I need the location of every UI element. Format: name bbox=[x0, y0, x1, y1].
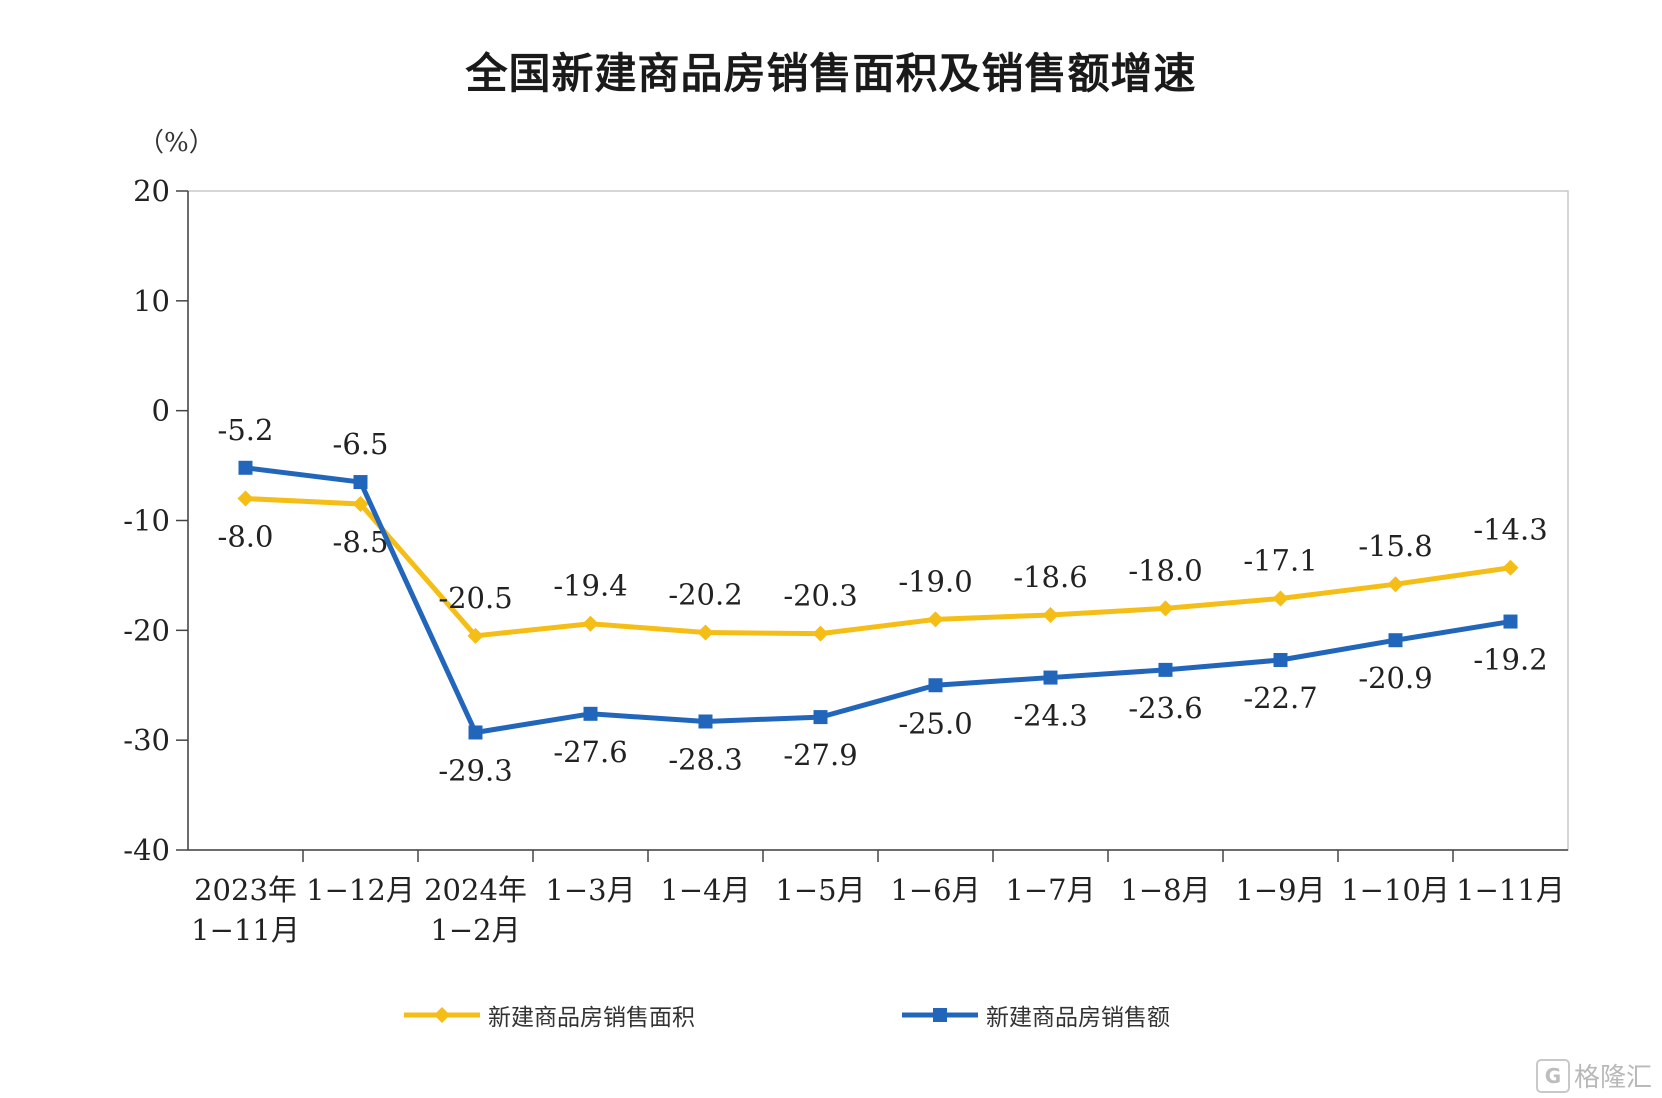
data-point-sales bbox=[353, 475, 368, 490]
x-tick-label: 1−12月 bbox=[306, 873, 415, 907]
x-tick-label: 1−10月 bbox=[1341, 873, 1450, 907]
data-label-area: -20.5 bbox=[438, 581, 512, 615]
plot-area bbox=[187, 190, 1569, 851]
x-tick-label: 1−11月 bbox=[1456, 873, 1565, 907]
y-tick-label: -30 bbox=[123, 723, 170, 757]
y-tick-label: 20 bbox=[133, 174, 170, 208]
data-point-area bbox=[812, 625, 829, 642]
watermark-text: 格隆汇 bbox=[1573, 1063, 1652, 1093]
data-label-area: -8.5 bbox=[333, 525, 389, 559]
x-tick-label: 1−4月 bbox=[660, 873, 750, 907]
data-label-area: -17.1 bbox=[1243, 543, 1317, 577]
data-label-sales: -24.3 bbox=[1013, 699, 1087, 733]
data-label-sales: -20.9 bbox=[1358, 661, 1432, 695]
data-label-area: -20.2 bbox=[668, 578, 742, 612]
data-point-area bbox=[352, 496, 369, 513]
data-point-sales bbox=[468, 725, 483, 740]
data-point-area bbox=[1042, 606, 1059, 623]
legend-area-label: 新建商品房销售面积 bbox=[488, 1005, 695, 1031]
watermark-logo: G 格隆汇 bbox=[1535, 1057, 1652, 1094]
data-point-sales bbox=[1158, 662, 1173, 677]
legend-item-area: 新建商品房销售面积 bbox=[404, 995, 695, 1035]
data-point-area bbox=[237, 490, 254, 507]
x-tick-label: 2023年 bbox=[194, 873, 297, 907]
data-point-area bbox=[1502, 559, 1519, 576]
legend-sales-label: 新建商品房销售额 bbox=[986, 1005, 1170, 1031]
data-label-area: -19.4 bbox=[553, 569, 627, 603]
data-point-sales bbox=[1273, 652, 1288, 667]
data-point-sales bbox=[928, 678, 943, 693]
x-tick-label: 1−7月 bbox=[1005, 873, 1095, 907]
data-label-sales: -29.3 bbox=[438, 753, 512, 787]
data-point-area bbox=[1387, 576, 1404, 593]
data-label-sales: -28.3 bbox=[668, 742, 742, 776]
data-point-sales bbox=[1503, 614, 1518, 629]
x-tick-label: 1−11月 bbox=[191, 913, 300, 947]
data-label-sales: -6.5 bbox=[333, 427, 389, 461]
watermark-mark: G bbox=[1535, 1058, 1570, 1093]
data-point-area bbox=[467, 627, 484, 644]
series-line-area bbox=[243, 496, 1513, 639]
x-tick-label: 1−9月 bbox=[1235, 873, 1325, 907]
data-point-sales bbox=[813, 710, 828, 725]
data-label-sales: -19.2 bbox=[1473, 643, 1547, 677]
y-tick-label: -10 bbox=[123, 504, 170, 538]
data-label-sales: -5.2 bbox=[218, 413, 274, 447]
x-tick-label: 1−3月 bbox=[545, 873, 635, 907]
data-point-area bbox=[697, 624, 714, 641]
x-tick-label: 1−5月 bbox=[775, 873, 865, 907]
data-label-area: -18.6 bbox=[1013, 560, 1087, 594]
y-axis-unit-label: （%） bbox=[138, 128, 215, 158]
data-label-area: -18.0 bbox=[1128, 553, 1202, 587]
y-tick-label: 0 bbox=[152, 394, 170, 428]
data-point-sales bbox=[1043, 670, 1058, 685]
data-label-area: -14.3 bbox=[1473, 513, 1547, 547]
y-tick-label: -40 bbox=[123, 833, 170, 867]
data-point-area bbox=[1272, 590, 1289, 607]
legend-area-swatch bbox=[404, 1007, 480, 1023]
data-point-area bbox=[927, 611, 944, 628]
series-line-sales bbox=[243, 465, 1513, 735]
data-point-sales bbox=[698, 714, 713, 729]
y-tick-label: -20 bbox=[123, 613, 170, 647]
data-label-sales: -22.7 bbox=[1243, 681, 1317, 715]
chart-title: 全国新建商品房销售面积及销售额增速 bbox=[465, 49, 1197, 98]
data-point-sales bbox=[1388, 633, 1403, 648]
data-label-sales: -27.9 bbox=[783, 738, 857, 772]
legend-sales-swatch bbox=[902, 1008, 978, 1022]
data-label-sales: -23.6 bbox=[1128, 691, 1202, 725]
data-point-sales bbox=[583, 706, 598, 721]
y-tick-label: 10 bbox=[133, 284, 170, 318]
data-point-area bbox=[1157, 600, 1174, 617]
data-label-area: -15.8 bbox=[1358, 529, 1432, 563]
data-label-sales: -25.0 bbox=[898, 706, 972, 740]
x-tick-label: 1−2月 bbox=[430, 913, 520, 947]
data-label-area: -19.0 bbox=[898, 564, 972, 598]
x-tick-label: 1−6月 bbox=[890, 873, 980, 907]
x-tick-label: 2024年 bbox=[424, 873, 527, 907]
x-tick-label: 1−8月 bbox=[1120, 873, 1210, 907]
data-label-sales: -27.6 bbox=[553, 735, 627, 769]
data-point-sales bbox=[238, 460, 253, 475]
legend-item-sales: 新建商品房销售额 bbox=[902, 995, 1170, 1035]
data-point-area bbox=[582, 615, 599, 632]
data-label-area: -8.0 bbox=[218, 520, 274, 554]
data-label-area: -20.3 bbox=[783, 579, 857, 613]
